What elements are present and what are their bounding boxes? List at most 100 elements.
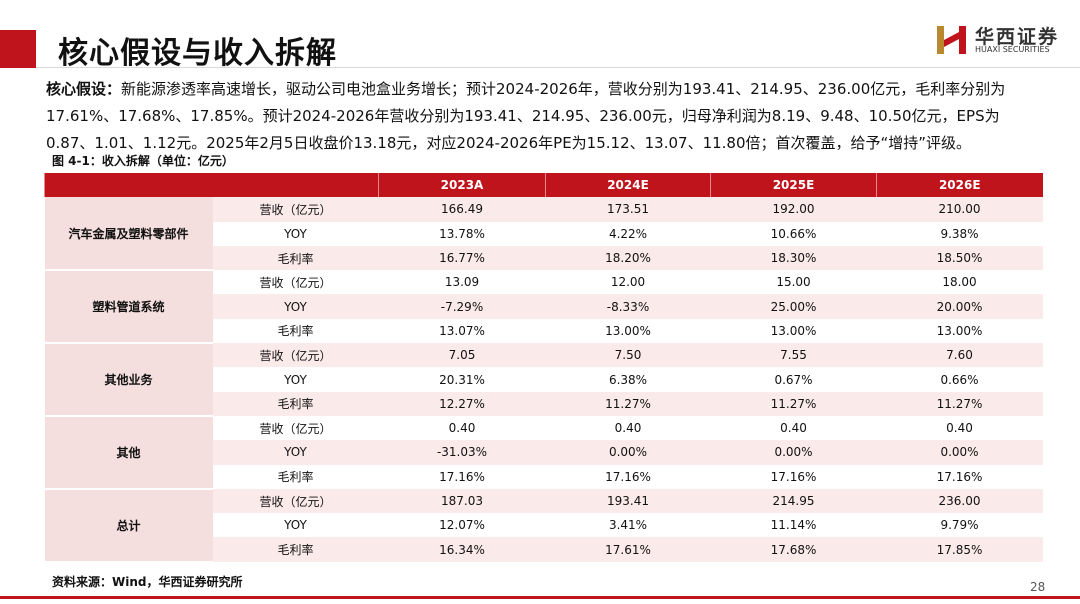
paragraph-text: 新能源渗透率高速增长，驱动公司电池盒业务增长；预计2024-2026年，营收分别… <box>46 80 1006 152</box>
value-cell: 12.00 <box>610 275 646 290</box>
metric-name: YOY <box>284 518 307 533</box>
source-note: 资料来源：Wind，华西证券研究所 <box>52 575 243 589</box>
value-cell: 18.20% <box>545 245 711 271</box>
metric-name: YOY <box>284 372 307 387</box>
value-cell: 236.00 <box>876 488 1043 514</box>
group-name: 其他 <box>44 415 213 490</box>
metric-name: YOY <box>284 226 307 241</box>
bottom-bar <box>0 596 1080 599</box>
value-cell: 9.79% <box>940 518 979 533</box>
metric-name: 营收（亿元） <box>212 197 379 222</box>
metric-name: 营收（亿元） <box>212 488 379 514</box>
page-number: 28 <box>1030 580 1046 594</box>
table-row: 毛利率 16.34% 17.61% 17.68% 17.85% <box>45 537 1043 562</box>
metric-name: 毛利率 <box>277 470 314 485</box>
value-cell: 17.16% <box>936 469 983 484</box>
value-cell: 0.66% <box>940 372 979 387</box>
table-row: 毛利率 16.77% 18.20% 18.30% 18.50% <box>45 245 1043 271</box>
value-cell: 13.00% <box>936 323 983 338</box>
value-cell: 7.55 <box>710 343 877 368</box>
value-cell: 3.41% <box>608 518 648 533</box>
value-cell: 6.38% <box>608 372 648 387</box>
logo-text: 华西证券 <box>975 26 1060 48</box>
page-title: 核心假设与收入拆解 <box>58 36 337 71</box>
metric-name: 毛利率 <box>277 324 314 339</box>
metric-name: 营收（亿元） <box>259 421 332 436</box>
value-cell: 7.05 <box>378 343 546 368</box>
group-name: 其他业务 <box>44 343 213 417</box>
value-cell: 0.40 <box>780 421 807 436</box>
table-row: 其他业务 营收（亿元） 7.05 7.50 7.55 7.60 <box>44 343 1043 417</box>
group-name: 汽车金属及塑料零部件 <box>44 197 213 272</box>
value-cell: 166.49 <box>378 197 546 222</box>
metric-name: YOY <box>212 440 379 465</box>
value-cell: 16.77% <box>378 245 546 271</box>
table-row: 汽车金属及塑料零部件 营收（亿元） 166.49 173.51 192.00 210.00 <box>44 197 1043 272</box>
table-row: YOY 12.07% 3.41% 11.14% 9.79% <box>45 513 1043 537</box>
value-cell: 173.51 <box>545 197 711 222</box>
table-row: 毛利率 13.07% 13.00% 13.00% 13.00% <box>45 319 1043 343</box>
table-row: 总计 营收（亿元） 187.03 193.41 214.95 236.00 <box>44 488 1043 563</box>
value-cell: 17.16% <box>770 469 817 484</box>
value-cell: 20.31% <box>439 372 485 387</box>
value-cell: 13.07% <box>439 323 485 338</box>
header-cell <box>44 173 379 198</box>
value-cell: 0.00% <box>710 440 877 465</box>
value-cell: 7.60 <box>876 343 1043 368</box>
column-header: 2023A <box>378 173 546 198</box>
value-cell: 15.00 <box>776 275 811 290</box>
value-cell: 17.68% <box>710 537 877 562</box>
metric-name: 毛利率 <box>212 245 379 271</box>
column-header: 2026E <box>876 173 1043 198</box>
value-cell: 13.78% <box>439 226 485 241</box>
value-cell: 18.00 <box>942 275 977 290</box>
group-name: 塑料管道系统 <box>44 270 213 345</box>
value-cell: 25.00% <box>710 294 877 319</box>
value-cell: 10.66% <box>770 226 817 241</box>
value-cell: 13.00% <box>770 323 817 338</box>
value-cell: 192.00 <box>710 197 877 222</box>
logo-icon <box>937 26 966 54</box>
value-cell: 0.40 <box>448 421 476 436</box>
paragraph-lead: 核心假设： <box>46 80 122 98</box>
divider <box>36 67 1080 68</box>
value-cell: 214.95 <box>710 488 877 514</box>
column-header: 2024E <box>545 173 711 198</box>
value-cell: 11.27% <box>545 391 711 416</box>
metric-name: 毛利率 <box>212 391 379 416</box>
metric-name: 营收（亿元） <box>212 343 379 368</box>
table-row: YOY 20.31% 6.38% 0.67% 0.66% <box>45 367 1043 391</box>
table-row: YOY -31.03% 0.00% 0.00% 0.00% <box>45 440 1043 465</box>
table-row: 毛利率 12.27% 11.27% 11.27% 11.27% <box>45 391 1043 416</box>
value-cell: 11.27% <box>710 391 877 416</box>
value-cell: 187.03 <box>378 488 546 514</box>
value-cell: 7.50 <box>545 343 711 368</box>
column-header: 2025E <box>710 173 877 198</box>
value-cell: -8.33% <box>545 294 711 319</box>
value-cell: -7.29% <box>378 294 546 319</box>
value-cell: -31.03% <box>378 440 546 465</box>
value-cell: 0.00% <box>876 440 1043 465</box>
table-row: 其他 营收（亿元） 0.40 0.40 0.40 0.40 <box>44 415 1043 490</box>
value-cell: 12.07% <box>439 518 485 533</box>
value-cell: 17.61% <box>545 537 711 562</box>
value-cell: 16.34% <box>378 537 546 562</box>
value-cell: 210.00 <box>876 197 1043 222</box>
value-cell: 11.27% <box>876 391 1043 416</box>
value-cell: 193.41 <box>545 488 711 514</box>
metric-name: 毛利率 <box>212 537 379 562</box>
value-cell: 11.14% <box>770 518 817 533</box>
title-accent <box>0 30 36 68</box>
value-cell: 17.16% <box>605 469 651 484</box>
value-cell: 0.40 <box>946 421 973 436</box>
value-cell: 4.22% <box>608 226 648 241</box>
value-cell: 17.85% <box>876 537 1043 562</box>
value-cell: 17.16% <box>439 469 485 484</box>
metric-name: 营收（亿元） <box>259 275 332 290</box>
logo-subtext: HUAXI SECURITIES <box>975 45 1050 54</box>
value-cell: 18.50% <box>876 245 1043 271</box>
value-cell: 9.38% <box>940 226 979 241</box>
value-cell: 13.09 <box>444 275 480 290</box>
caption: 图 4-1：收入拆解（单位：亿元） <box>52 154 234 168</box>
table-row: 毛利率 17.16% 17.16% 17.16% 17.16% <box>45 465 1043 489</box>
